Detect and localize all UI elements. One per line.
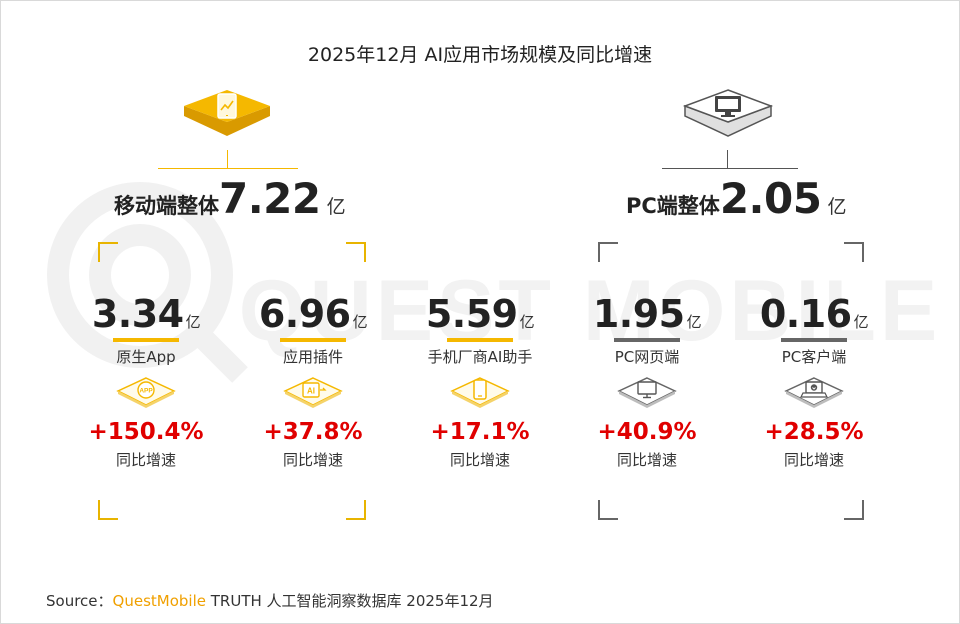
item-pc-client-growth: +28.5% xyxy=(764,419,864,445)
pc-total-unit: 亿 xyxy=(827,196,847,218)
monitor-small-icon xyxy=(617,377,677,408)
mobile-total-label: 移动端整体 xyxy=(114,194,219,218)
pc-bracket-top-right xyxy=(844,242,864,262)
mobile-total-value: 7.22 xyxy=(219,174,321,223)
mobile-bracket-top-right xyxy=(346,242,366,262)
item-app-plugin-bar xyxy=(280,338,346,342)
item-pc-client-unit: 亿 xyxy=(853,313,869,331)
item-pc-client-growth-label: 同比增速 xyxy=(783,451,844,469)
source-note: Source：QuestMobile TRUTH 人工智能洞察数据库 2025年… xyxy=(46,590,494,611)
item-pc-web-growth: +40.9% xyxy=(597,419,697,445)
pc-connector-horizontal xyxy=(662,168,798,169)
item-native-app-unit: 亿 xyxy=(185,313,201,331)
item-pc-web-name: PC网页端 xyxy=(614,348,680,366)
item-native-app-growth: +150.4% xyxy=(88,419,204,445)
item-app-plugin-growth-label: 同比增速 xyxy=(282,451,343,469)
item-native-app-name: 原生App xyxy=(116,348,176,366)
monitor-icon xyxy=(682,89,774,137)
source-prefix: Source： xyxy=(46,592,113,610)
item-native-app-value: 3.34 xyxy=(91,292,184,336)
pc-connector-vertical xyxy=(727,150,728,168)
phone-icon xyxy=(450,377,510,408)
item-app-plugin-unit: 亿 xyxy=(352,313,368,331)
item-vendor-assistant-growth-label: 同比增速 xyxy=(449,451,510,469)
item-vendor-assistant-growth: +17.1% xyxy=(430,419,530,445)
item-vendor-assistant-unit: 亿 xyxy=(519,313,535,331)
item-pc-client-name: PC客户端 xyxy=(781,348,847,366)
laptop-download-icon xyxy=(784,377,844,408)
item-vendor-assistant-bar xyxy=(447,338,513,342)
item-pc-web-unit: 亿 xyxy=(686,313,702,331)
item-native-app-growth-label: 同比增速 xyxy=(115,451,176,469)
chart-title: 2025年12月 AI应用市场规模及同比增速 xyxy=(307,44,653,66)
item-pc-web-bar xyxy=(614,338,680,342)
svg-text:APP: APP xyxy=(139,388,153,395)
item-pc-web-growth-label: 同比增速 xyxy=(616,451,677,469)
item-native-app-bar xyxy=(113,338,179,342)
item-pc-client-bar xyxy=(781,338,847,342)
source-rest: TRUTH 人工智能洞察数据库 2025年12月 xyxy=(205,592,494,610)
item-pc-web: 1.95 亿 PC网页端 +40.9% 同比增速 xyxy=(567,292,727,470)
mobile-bracket-bottom-right xyxy=(346,500,366,520)
item-app-plugin-name: 应用插件 xyxy=(282,348,343,366)
svg-text:AI: AI xyxy=(307,387,315,396)
smartphone-icon xyxy=(184,90,270,136)
mobile-total-unit: 亿 xyxy=(326,196,346,218)
pc-total: PC端整体2.05 亿 xyxy=(626,174,846,223)
pc-total-label: PC端整体 xyxy=(626,194,720,218)
pc-bracket-bottom-left xyxy=(598,500,618,520)
item-app-plugin-value: 6.96 xyxy=(258,292,351,336)
item-vendor-assistant: 5.59 亿 手机厂商AI助手 +17.1% 同比增速 xyxy=(400,292,560,470)
item-pc-client: 0.16 亿 PC客户端 +28.5% 同比增速 xyxy=(734,292,894,470)
mobile-total: 移动端整体7.22 亿 xyxy=(114,174,346,223)
mobile-connector-horizontal xyxy=(158,168,298,169)
item-vendor-assistant-value: 5.59 xyxy=(425,292,518,336)
pc-total-value: 2.05 xyxy=(719,174,822,223)
pc-bracket-top-left xyxy=(598,242,618,262)
item-native-app: 3.34 亿 原生App APP +150.4% 同比增速 xyxy=(66,292,226,470)
mobile-bracket-top-left xyxy=(98,242,118,262)
app-icon: APP xyxy=(116,377,176,408)
pc-bracket-bottom-right xyxy=(844,500,864,520)
ai-plugin-icon: AI xyxy=(283,377,343,408)
item-pc-web-value: 1.95 xyxy=(592,292,685,336)
mobile-connector-vertical xyxy=(227,150,228,168)
item-app-plugin-growth: +37.8% xyxy=(263,419,363,445)
item-pc-client-value: 0.16 xyxy=(759,292,852,336)
item-app-plugin: 6.96 亿 应用插件 AI +37.8% 同比增速 xyxy=(233,292,393,470)
source-brand: QuestMobile xyxy=(112,592,206,610)
mobile-bracket-bottom-left xyxy=(98,500,118,520)
item-vendor-assistant-name: 手机厂商AI助手 xyxy=(427,348,533,366)
